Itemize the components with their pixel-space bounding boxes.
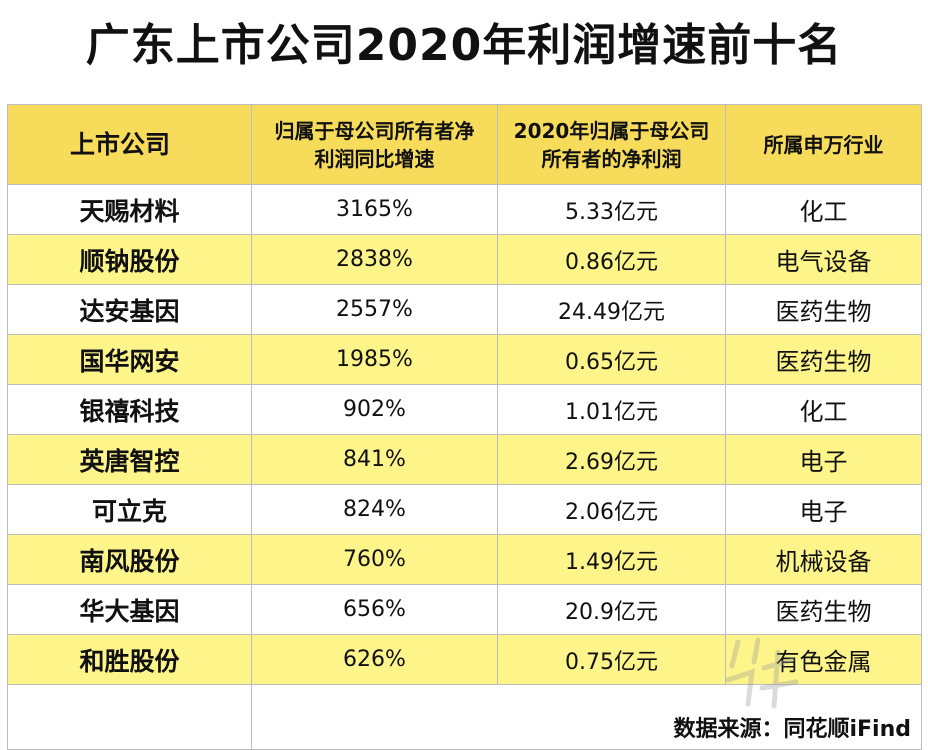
- source-note: 数据来源：同花顺iFind: [251, 684, 922, 750]
- header-company: 上市公司: [7, 104, 252, 185]
- header-industry: 所属申万行业: [725, 104, 922, 185]
- company-name-cell: 英唐智控: [7, 434, 252, 485]
- industry-cell: 医药生物: [725, 284, 922, 335]
- growth-rate-cell: 841%: [251, 434, 498, 485]
- table-row: 达安基因 2557% 24.49亿元 医药生物: [7, 284, 922, 335]
- net-profit-cell: 2.06亿元: [497, 484, 726, 535]
- industry-cell: 电子: [725, 434, 922, 485]
- table-row: 华大基因 656% 20.9亿元 医药生物: [7, 584, 922, 635]
- table-row: 天赐材料 3165% 5.33亿元 化工: [7, 184, 922, 235]
- net-profit-cell: 5.33亿元: [497, 184, 726, 235]
- net-profit-cell: 20.9亿元: [497, 584, 726, 635]
- net-profit-cell: 0.75亿元: [497, 634, 726, 685]
- net-profit-cell: 0.65亿元: [497, 334, 726, 385]
- growth-rate-cell: 1985%: [251, 334, 498, 385]
- company-name-cell: 和胜股份: [7, 634, 252, 685]
- table-row: 可立克 824% 2.06亿元 电子: [7, 484, 922, 535]
- company-name-cell: 达安基因: [7, 284, 252, 335]
- header-net-profit: 2020年归属于母公司所有者的净利润: [497, 104, 726, 185]
- footer-empty-cell: [7, 684, 252, 750]
- header-growth: 归属于母公司所有者净利润同比增速: [251, 104, 498, 185]
- growth-rate-cell: 3165%: [251, 184, 498, 235]
- industry-cell: 有色金属: [725, 634, 922, 685]
- growth-rate-cell: 2557%: [251, 284, 498, 335]
- table-row: 顺钠股份 2838% 0.86亿元 电气设备: [7, 234, 922, 285]
- table-row: 英唐智控 841% 2.69亿元 电子: [7, 434, 922, 485]
- growth-rate-cell: 2838%: [251, 234, 498, 285]
- company-name-cell: 华大基因: [7, 584, 252, 635]
- company-name-cell: 银禧科技: [7, 384, 252, 435]
- industry-cell: 电气设备: [725, 234, 922, 285]
- table-header-row: 上市公司 归属于母公司所有者净利润同比增速 2020年归属于母公司所有者的净利润…: [7, 104, 922, 185]
- growth-rate-cell: 656%: [251, 584, 498, 635]
- company-name-cell: 可立克: [7, 484, 252, 535]
- industry-cell: 机械设备: [725, 534, 922, 585]
- industry-cell: 化工: [725, 184, 922, 235]
- table-row: 国华网安 1985% 0.65亿元 医药生物: [7, 334, 922, 385]
- net-profit-cell: 0.86亿元: [497, 234, 726, 285]
- company-name-cell: 国华网安: [7, 334, 252, 385]
- growth-rate-cell: 626%: [251, 634, 498, 685]
- page-title: 广东上市公司2020年利润增速前十名: [85, 20, 843, 71]
- industry-cell: 医药生物: [725, 334, 922, 385]
- net-profit-cell: 1.49亿元: [497, 534, 726, 585]
- table-row: 和胜股份 626% 0.75亿元 有色金属: [7, 634, 922, 685]
- table-footer-row: 数据来源：同花顺iFind: [7, 684, 922, 750]
- industry-cell: 化工: [725, 384, 922, 435]
- net-profit-cell: 2.69亿元: [497, 434, 726, 485]
- table-row: 银禧科技 902% 1.01亿元 化工: [7, 384, 922, 435]
- growth-rate-cell: 824%: [251, 484, 498, 535]
- profit-growth-table: 上市公司 归属于母公司所有者净利润同比增速 2020年归属于母公司所有者的净利润…: [7, 104, 922, 750]
- net-profit-cell: 24.49亿元: [497, 284, 726, 335]
- net-profit-cell: 1.01亿元: [497, 384, 726, 435]
- table-row: 南风股份 760% 1.49亿元 机械设备: [7, 534, 922, 585]
- company-name-cell: 顺钠股份: [7, 234, 252, 285]
- growth-rate-cell: 902%: [251, 384, 498, 435]
- industry-cell: 电子: [725, 484, 922, 535]
- company-name-cell: 南风股份: [7, 534, 252, 585]
- growth-rate-cell: 760%: [251, 534, 498, 585]
- industry-cell: 医药生物: [725, 584, 922, 635]
- company-name-cell: 天赐材料: [7, 184, 252, 235]
